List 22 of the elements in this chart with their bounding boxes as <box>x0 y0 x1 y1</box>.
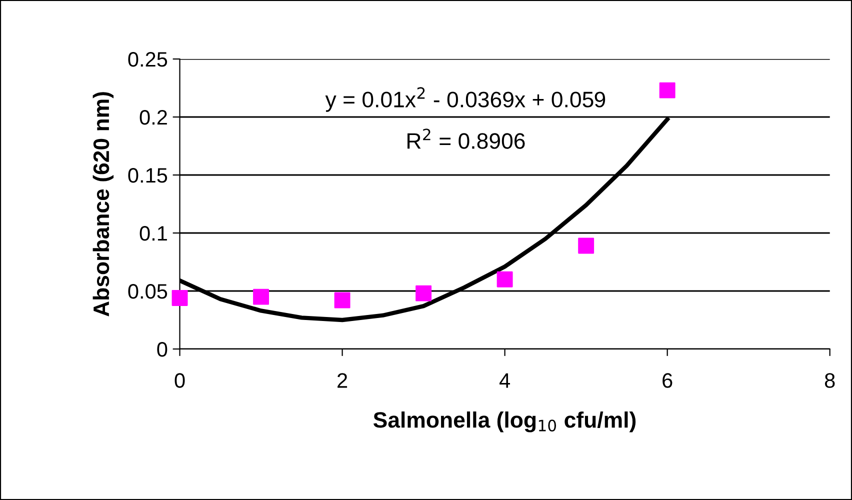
y-tick-label: 0.05 <box>128 284 168 299</box>
y-tick-label: 0.2 <box>140 110 167 125</box>
y-tick-label: 0.15 <box>128 168 168 183</box>
x-tick-label: 4 <box>499 373 510 388</box>
point <box>659 82 676 98</box>
point <box>416 285 432 302</box>
x-axis-title: Salmonella (log$_{10}$ cfu/ml) <box>373 411 636 432</box>
y-tick-label: 0 <box>157 342 168 357</box>
x-tick-label: 0 <box>174 373 185 388</box>
point <box>334 292 350 308</box>
annotation: R$^{2}$ = 0.8906 <box>408 128 525 149</box>
point <box>496 271 513 288</box>
x-tick-label: 2 <box>338 373 348 388</box>
x-tick-label: 8 <box>824 373 835 388</box>
annotation: y = 0.01x$^{2}$ - 0.0369x + 0.059 <box>325 87 606 112</box>
point <box>578 238 594 254</box>
y-axis-title: Absorbance (620 nm) <box>92 92 114 316</box>
x-tick-label: 6 <box>662 373 672 388</box>
y-tick-label: 0.25 <box>128 52 168 67</box>
point <box>172 290 188 306</box>
point <box>253 288 270 305</box>
y-tick-label: 0.1 <box>140 226 167 241</box>
